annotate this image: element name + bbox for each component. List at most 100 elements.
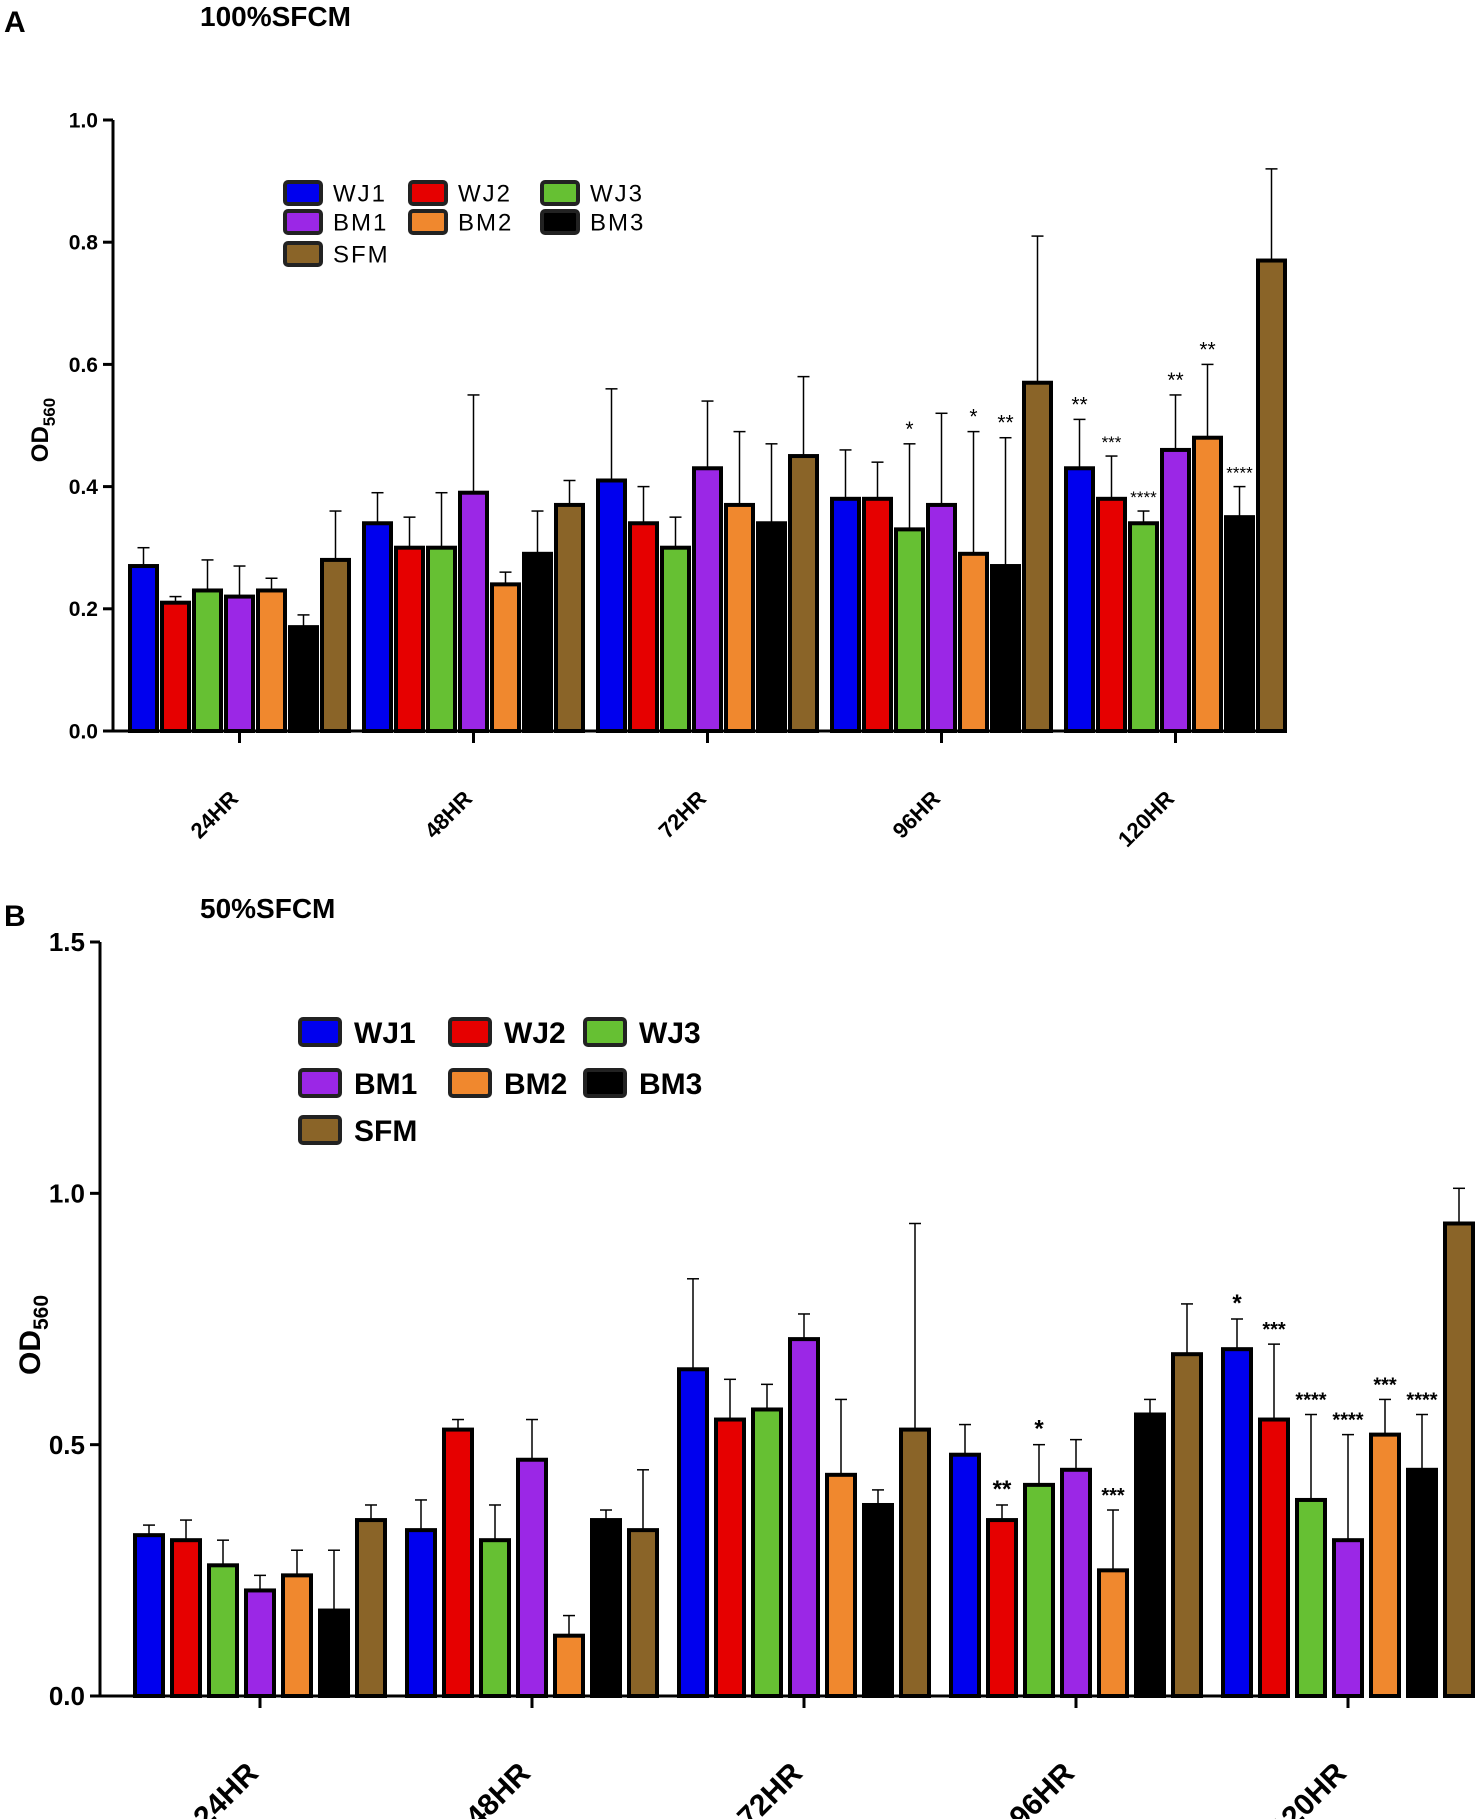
panel-b-legend-swatch-bm2 xyxy=(448,1068,492,1098)
panel-a-significance-label: ** xyxy=(1199,338,1215,361)
panel-b-legend-swatch-bm1 xyxy=(298,1068,342,1098)
panel-b-bar-bm1-24hr xyxy=(244,1588,276,1698)
panel-b-significance-label: *** xyxy=(1373,1374,1397,1396)
panel-b-bar-sfm-48hr xyxy=(627,1528,659,1698)
panel-a-bar-wj1-72hr xyxy=(596,478,627,733)
panel-b-bar-bm1-96hr xyxy=(1060,1467,1092,1699)
panel-b-legend-label-wj2: WJ2 xyxy=(504,1017,566,1050)
panel-a-title: 100%SFCM xyxy=(200,1,351,32)
panel-a-bar-bm3-72hr xyxy=(756,521,787,734)
panel-a-significance-label: ** xyxy=(1071,393,1087,416)
panel-a-bar-wj1-120hr xyxy=(1064,466,1095,733)
panel-a-bar-wj3-96hr xyxy=(894,527,925,733)
panel-a-ylabel-main: OD xyxy=(27,426,54,462)
panel-a-bar-sfm-72hr xyxy=(788,454,819,733)
panel-a-significance-label: **** xyxy=(1226,464,1253,483)
panel-b-legend-label-bm2: BM2 xyxy=(504,1068,567,1101)
panel-b-bar-wj1-96hr xyxy=(949,1452,981,1698)
panel-a-ylabel-sub: 560 xyxy=(40,398,59,426)
panel-b-legend-swatch-bm3 xyxy=(583,1068,627,1098)
panel-b-bar-wj1-48hr xyxy=(405,1528,437,1698)
panel-b-bar-wj2-120hr xyxy=(1258,1417,1290,1698)
panel-b-x-tick-label-48hr: 48HR xyxy=(459,1756,537,1819)
panel-a-y-axis-label: OD560 xyxy=(27,398,59,462)
panel-a-legend-swatch-bm1 xyxy=(283,209,323,235)
panel-a-bar-bm3-120hr xyxy=(1224,515,1255,734)
panel-a-legend-swatch-wj2 xyxy=(408,180,448,206)
panel-a-significance-label: * xyxy=(969,406,977,429)
panel-b-bar-wj3-96hr xyxy=(1023,1482,1055,1698)
panel-a-bar-wj1-24hr xyxy=(128,564,159,734)
panel-a-legend-swatch-bm2 xyxy=(408,209,448,235)
panel-a-legend-label-bm3: BM3 xyxy=(590,210,645,237)
panel-a-bar-wj2-72hr xyxy=(628,521,659,734)
panel-a-bar-wj3-72hr xyxy=(660,545,691,734)
panel-a-y-tick-label: 0.8 xyxy=(69,232,99,255)
panel-b-significance-label: *** xyxy=(1262,1319,1286,1341)
panel-a-bar-wj1-48hr xyxy=(362,521,393,734)
panel-b-bar-sfm-24hr xyxy=(355,1518,387,1698)
panel-a-y-tick-label: 0.0 xyxy=(69,720,98,743)
panel-b-y-tick-label: 0.0 xyxy=(49,1681,85,1711)
panel-a-bar-wj3-24hr xyxy=(192,588,223,733)
panel-a-bar-wj2-96hr xyxy=(862,496,893,733)
panel-b-legend-swatch-wj2 xyxy=(448,1017,492,1047)
panel-b-bar-bm1-120hr xyxy=(1332,1538,1364,1698)
panel-b-bar-bm1-72hr xyxy=(788,1337,820,1699)
panel-a-x-tick-label-96hr: 96HR xyxy=(888,786,946,844)
panel-b-y-tick-label: 1.0 xyxy=(49,1178,85,1208)
panel-b-y-tick-label: 1.5 xyxy=(49,927,85,957)
panel-a-legend-swatch-wj3 xyxy=(540,180,580,206)
panel-a-bar-bm1-72hr xyxy=(692,466,723,733)
panel-a-significance-label: **** xyxy=(1130,488,1157,507)
panel-a-bar-bm1-96hr xyxy=(926,502,957,733)
panel-a-significance-label: ** xyxy=(1167,369,1183,392)
panel-a-legend-swatch-sfm xyxy=(283,241,323,267)
panel-a-significance-label: ** xyxy=(997,412,1013,435)
panel-b-legend-label-wj1: WJ1 xyxy=(354,1017,416,1050)
panel-b-significance-label: * xyxy=(1034,1416,1044,1443)
panel-b-bar-bm2-24hr xyxy=(281,1573,313,1698)
panel-a-bar-bm1-120hr xyxy=(1160,447,1191,733)
panel-a-legend-swatch-wj1 xyxy=(283,180,323,206)
panel-a-bar-bm2-96hr xyxy=(958,551,989,733)
panel-a-legend-swatch-bm3 xyxy=(540,209,580,235)
panel-a-significance-label: * xyxy=(905,418,913,441)
panel-b-x-tick-label-120hr: 120HR xyxy=(1264,1756,1354,1819)
panel-a-bar-bm2-120hr xyxy=(1192,435,1223,733)
panel-b-significance-label: **** xyxy=(1295,1390,1326,1412)
panel-a-significance-label: *** xyxy=(1102,433,1122,452)
panel-b-bar-wj2-48hr xyxy=(442,1427,474,1698)
panel-b-bar-wj1-120hr xyxy=(1221,1347,1253,1699)
panel-b-legend-swatch-sfm xyxy=(298,1115,342,1145)
panel-a-legend-label-wj1: WJ1 xyxy=(333,181,387,208)
panel-b-legend-label-sfm: SFM xyxy=(354,1115,417,1148)
panel-b-bar-bm1-48hr xyxy=(516,1457,548,1699)
panel-a-bar-bm3-96hr xyxy=(990,564,1021,734)
panel-a-bar-sfm-96hr xyxy=(1022,380,1053,733)
panel-b-bar-sfm-72hr xyxy=(899,1427,931,1698)
panel-a-bar-sfm-24hr xyxy=(320,557,351,733)
panel-a-y-tick-label: 0.2 xyxy=(69,598,98,621)
panel-a-bar-bm1-24hr xyxy=(224,594,255,734)
panel-a-bar-bm3-24hr xyxy=(288,625,319,734)
panel-b-bar-bm3-96hr xyxy=(1134,1412,1166,1699)
panel-b-bar-wj1-72hr xyxy=(677,1367,709,1699)
panel-b-bar-bm2-72hr xyxy=(825,1472,857,1698)
panel-a-bar-wj3-48hr xyxy=(426,545,457,734)
panel-b-bar-bm3-72hr xyxy=(862,1502,894,1699)
panel-b-significance-label: * xyxy=(1232,1290,1242,1317)
panel-b-y-axis-label: OD560 xyxy=(14,1295,53,1375)
panel-b-x-tick-label-96hr: 96HR xyxy=(1003,1756,1081,1819)
panel-b-bar-bm2-48hr xyxy=(553,1633,585,1699)
panel-b-bar-bm3-120hr xyxy=(1406,1467,1438,1699)
panel-b-legend-label-bm3: BM3 xyxy=(639,1068,702,1101)
panel-a-bar-bm2-72hr xyxy=(724,502,755,733)
panel-b-y-tick-label: 0.5 xyxy=(49,1430,85,1460)
panel-a-bar-wj2-24hr xyxy=(160,600,191,733)
panel-b-legend-swatch-wj1 xyxy=(298,1017,342,1047)
panel-a-legend-label-wj2: WJ2 xyxy=(458,181,512,208)
panel-b-significance-label: **** xyxy=(1332,1410,1363,1432)
panel-a-bar-wj1-96hr xyxy=(830,496,861,733)
